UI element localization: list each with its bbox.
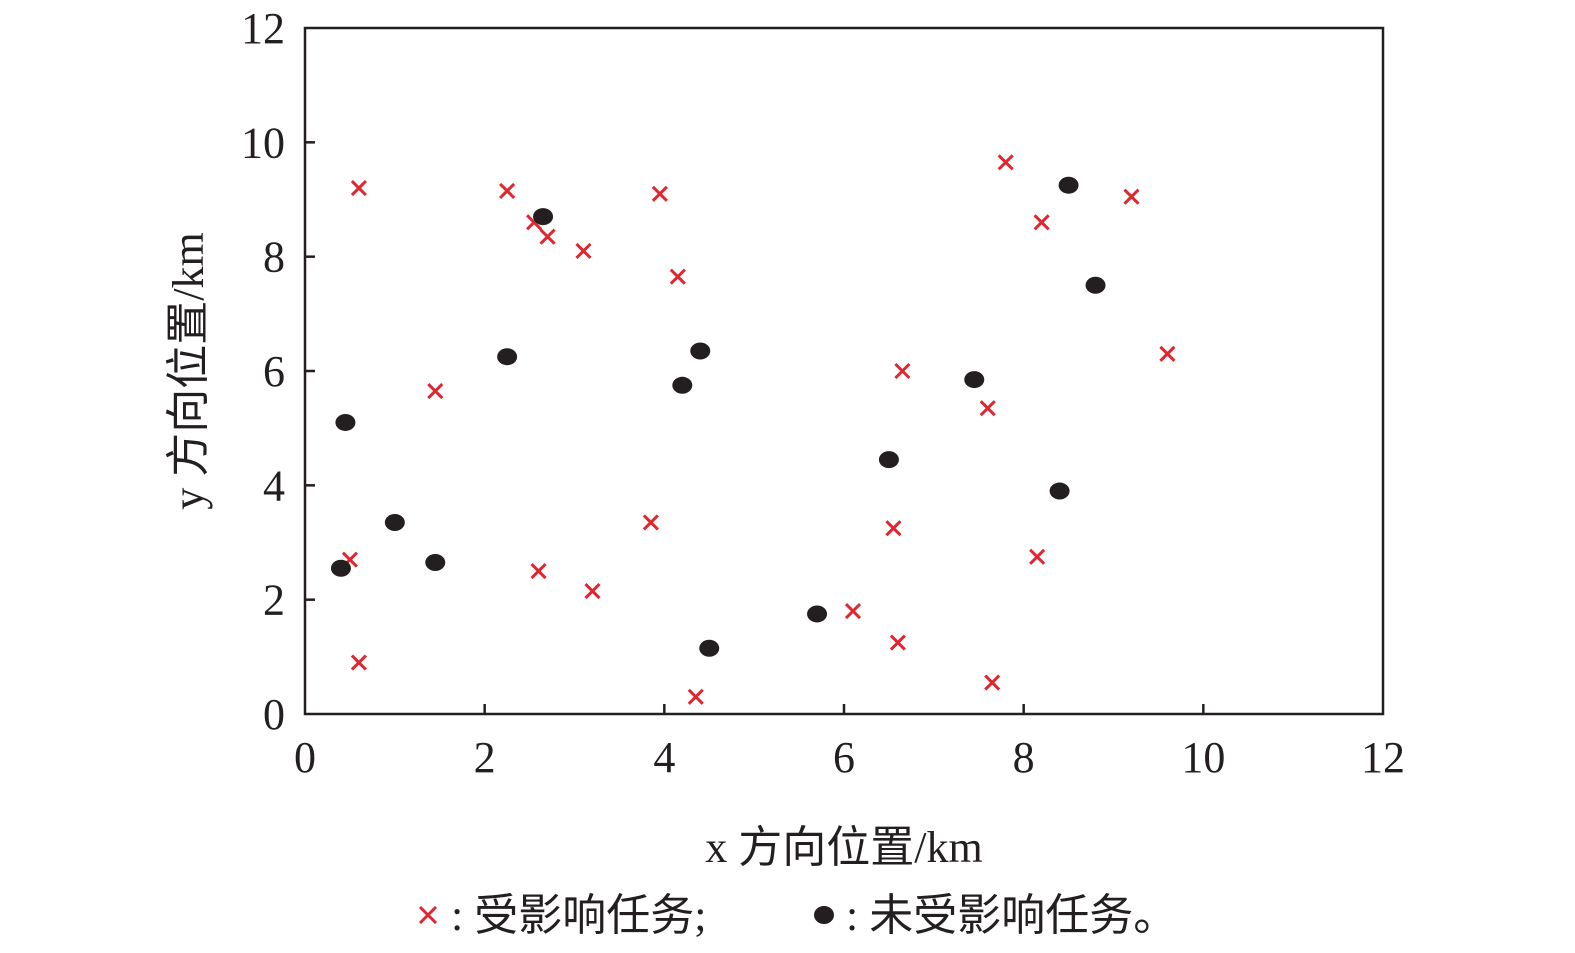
affected-task-point (979, 400, 996, 417)
affected-task-point (997, 154, 1014, 171)
unaffected-task-point (330, 559, 351, 577)
affected-task-point (584, 583, 601, 600)
legend-affected-label: : 受影响任务; (451, 891, 706, 940)
y-axis-title: y 方向位置/km (164, 232, 213, 509)
affected-task-point (575, 242, 592, 260)
affected-task-point (1029, 548, 1046, 565)
affected-task-point (669, 268, 686, 285)
x-tick-label: 8 (1013, 733, 1035, 782)
unaffected-task-point (1058, 176, 1079, 194)
unaffected-task-point (335, 413, 356, 431)
data-points (330, 154, 1176, 705)
y-tick-label: 10 (241, 118, 285, 167)
affected-task-point (1159, 345, 1176, 362)
unaffected-task-point (672, 376, 693, 394)
affected-task-point (844, 603, 862, 620)
affected-task-point (1123, 188, 1140, 205)
affected-task-point (889, 634, 906, 651)
unaffected-task-point (964, 371, 985, 389)
unaffected-task-point (878, 451, 899, 469)
affected-task-point (885, 520, 902, 537)
unaffected-task-point (699, 639, 720, 657)
unaffected-task-point (384, 513, 405, 531)
legend-affected-marker (418, 905, 438, 925)
unaffected-task-point (807, 605, 828, 623)
y-tick-label: 4 (263, 461, 285, 510)
affected-task-point (1033, 214, 1050, 231)
x-tick-label: 2 (474, 733, 496, 782)
y-axis: 0 2 4 6 8 10 12 (241, 4, 315, 739)
unaffected-task-point (533, 208, 554, 226)
x-tick-label: 6 (833, 733, 855, 782)
legend-unaffected-label: : 未受影响任务。 (846, 891, 1177, 940)
unaffected-task-point (690, 342, 711, 360)
affected-task-point (499, 182, 516, 199)
x-tick-label: 12 (1361, 733, 1405, 782)
affected-task-point (687, 688, 704, 705)
affected-task-point (651, 185, 668, 202)
affected-task-point (642, 514, 659, 531)
unaffected-task-point (1085, 276, 1106, 294)
affected-task-point (539, 228, 556, 245)
affected-task-point (350, 654, 367, 671)
unaffected-task-point (1049, 482, 1070, 500)
affected-task-point (984, 674, 1001, 691)
plot-frame (303, 26, 1385, 716)
y-tick-label: 0 (263, 690, 285, 739)
x-tick-label: 4 (653, 733, 675, 782)
unaffected-task-point (425, 554, 446, 572)
y-tick-label: 12 (241, 4, 285, 53)
affected-task-point (427, 382, 444, 400)
unaffected-task-point (497, 348, 518, 366)
y-tick-label: 2 (263, 576, 285, 625)
affected-task-point (530, 563, 547, 580)
y-tick-label: 6 (263, 347, 285, 396)
legend-unaffected-marker (814, 906, 834, 924)
y-tick-label: 8 (263, 233, 285, 282)
affected-task-point (894, 362, 911, 380)
x-tick-label: 10 (1181, 733, 1225, 782)
x-axis-title: x 方向位置/km (705, 823, 982, 872)
x-tick-label: 0 (294, 733, 316, 782)
legend: : 受影响任务; : 未受影响任务。 (418, 891, 1177, 940)
affected-task-point (350, 180, 367, 197)
x-axis: 0 2 4 6 8 10 12 (294, 704, 1405, 782)
